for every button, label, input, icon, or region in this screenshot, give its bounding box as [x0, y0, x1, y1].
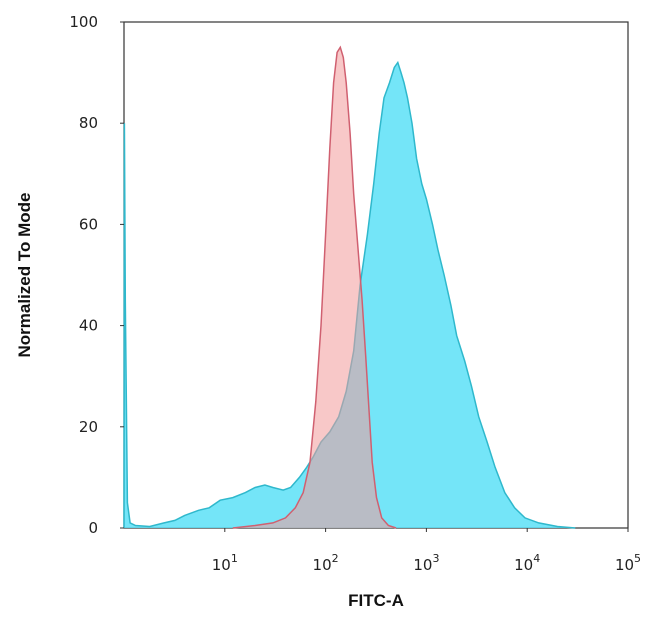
- y-axis-title: Normalized To Mode: [15, 193, 34, 358]
- y-tick-label: 100: [69, 13, 98, 31]
- y-axis-ticks: 0 20 40 60 80 100: [69, 13, 124, 537]
- series-layer: [123, 45, 576, 529]
- y-tick-label: 40: [79, 317, 98, 335]
- x-tick-label: 104: [514, 552, 540, 574]
- y-tick-label: 0: [88, 519, 98, 537]
- x-axis-ticks: 101 102 103 104 105: [212, 528, 641, 574]
- x-tick-label: 105: [615, 552, 641, 574]
- histogram-area-1: [124, 62, 576, 528]
- x-tick-label: 103: [413, 552, 439, 574]
- y-tick-label: 80: [79, 114, 98, 132]
- x-tick-label: 101: [212, 552, 238, 574]
- x-axis-title: FITC-A: [348, 591, 404, 610]
- x-tick-label: 102: [313, 552, 339, 574]
- histogram-outline-2: [232, 45, 397, 529]
- y-tick-label: 60: [79, 215, 98, 233]
- y-tick-label: 20: [79, 418, 98, 436]
- histogram-outline-1: [123, 60, 576, 529]
- histogram-area-2: [232, 47, 397, 529]
